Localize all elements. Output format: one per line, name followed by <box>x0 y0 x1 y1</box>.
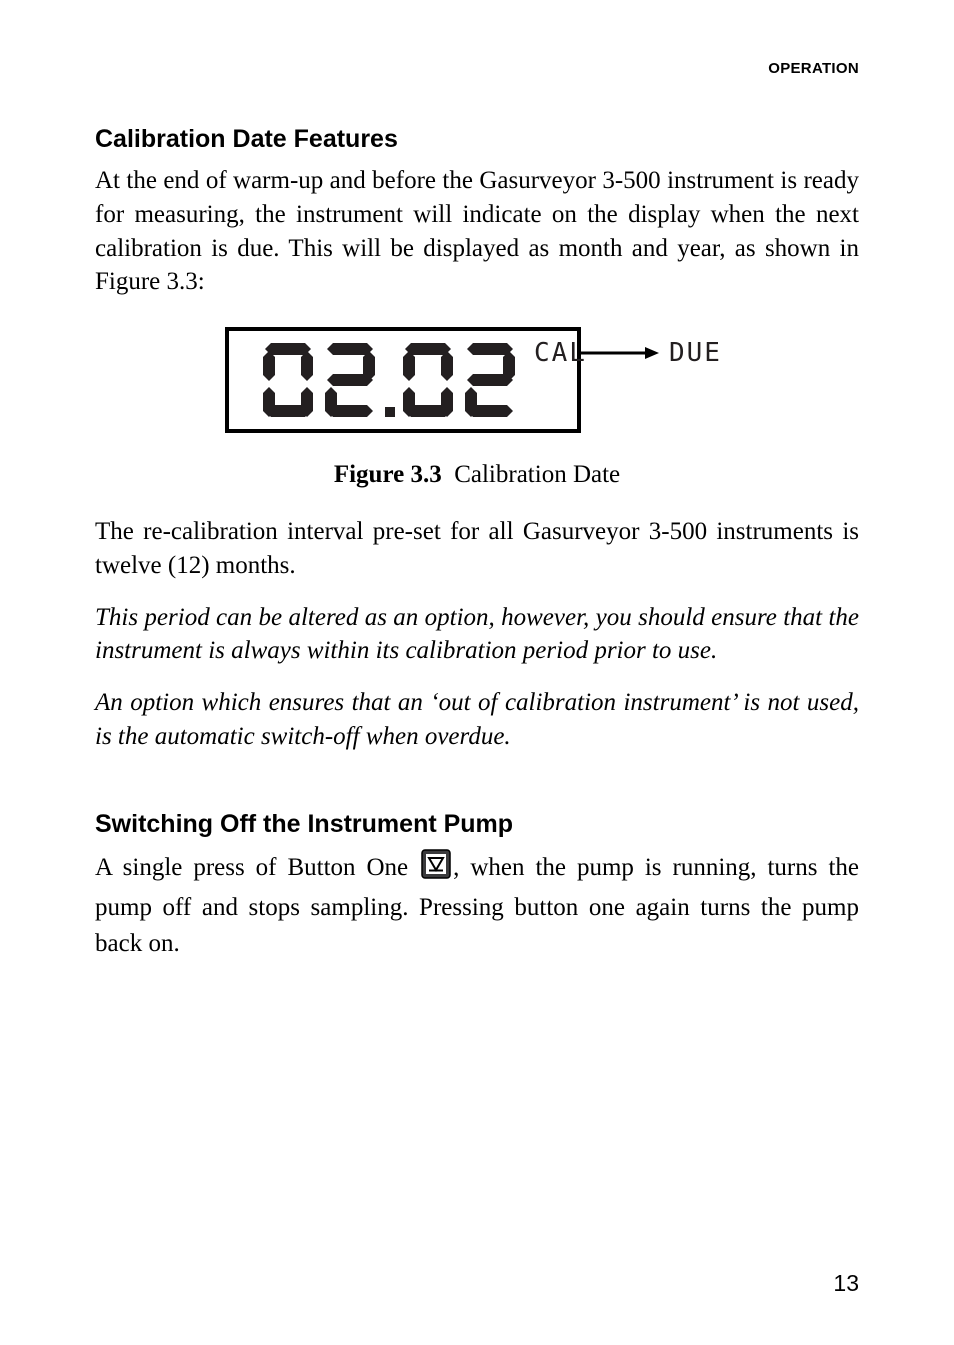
calibration-intro-para: At the end of warm-up and before the Gas… <box>95 164 859 299</box>
figure-label: Figure 3.3 <box>334 461 442 488</box>
lcd-due-label: DUE <box>669 338 722 368</box>
figure-caption: Figure 3.3 Calibration Date <box>95 461 859 489</box>
figure-caption-text: Calibration Date <box>454 461 620 488</box>
section-heading-calibration: Calibration Date Features <box>95 125 859 154</box>
page-number: 13 <box>833 1270 859 1297</box>
recal-interval-para: The re-calibration interval pre-set for … <box>95 515 859 583</box>
section-heading-pump: Switching Off the Instrument Pump <box>95 810 859 839</box>
pump-para: A single press of Button One , when the … <box>95 849 859 963</box>
pump-para-lead: A single press of Button One <box>95 854 408 881</box>
button-one-icon <box>421 849 451 890</box>
period-option-para: This period can be altered as an option,… <box>95 601 859 669</box>
running-header: OPERATION <box>95 60 859 77</box>
auto-switchoff-para: An option which ensures that an ‘out of … <box>95 686 859 754</box>
figure-lcd-wrap: CAL DUE <box>95 321 859 441</box>
lcd-display-figure: CAL DUE <box>207 321 747 441</box>
